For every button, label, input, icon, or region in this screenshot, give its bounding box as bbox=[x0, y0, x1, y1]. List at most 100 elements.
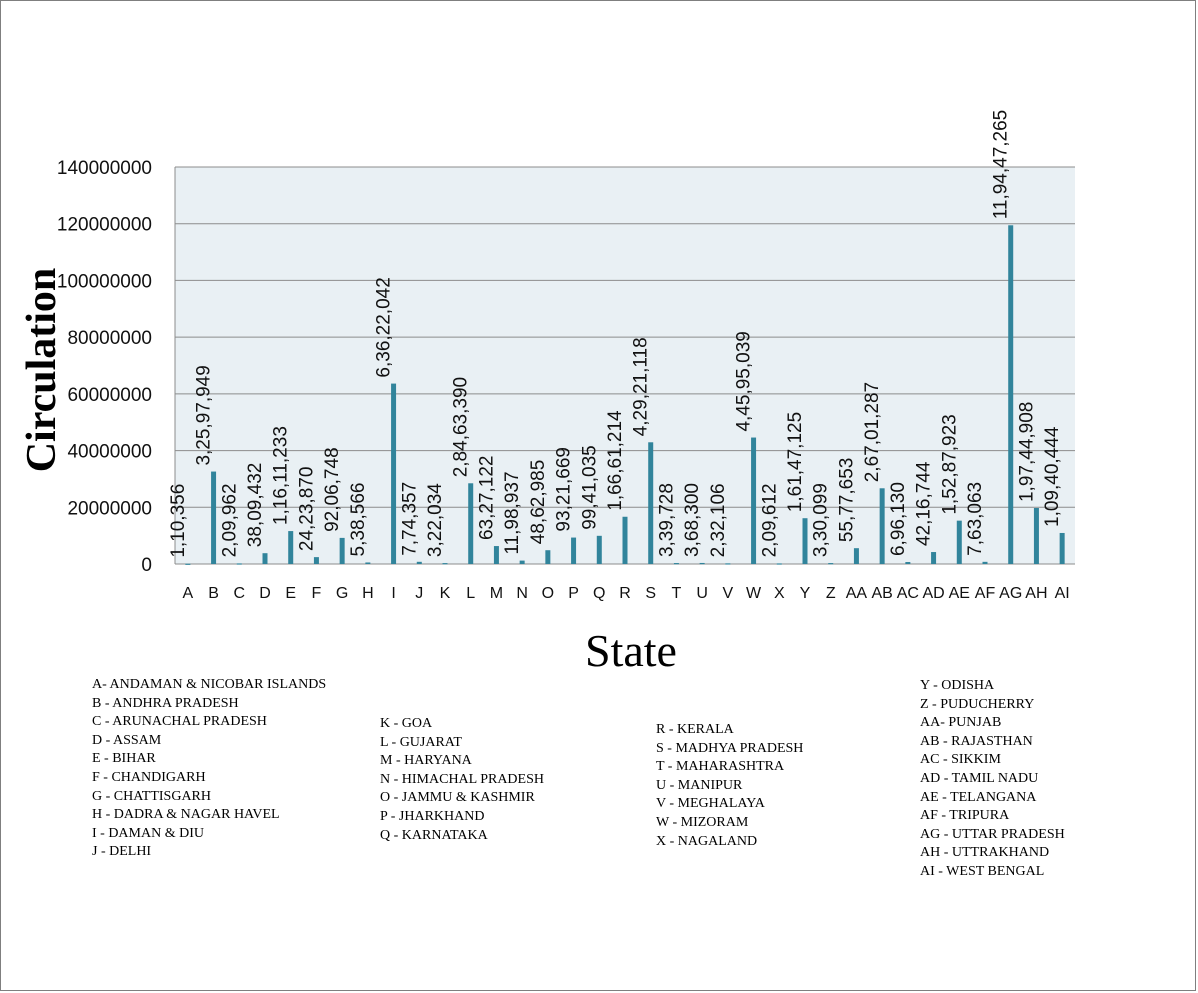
data-label: 7,74,357 bbox=[399, 482, 420, 556]
data-label: 48,62,985 bbox=[528, 460, 549, 545]
legend-entry: AB - RAJASTHAN bbox=[920, 733, 1033, 749]
bars bbox=[185, 225, 1065, 565]
bar-d bbox=[262, 553, 268, 564]
legend-entry: H - DADRA & NAGAR HAVEL bbox=[92, 807, 280, 823]
x-tick-label: AG bbox=[999, 585, 1022, 602]
legend-entry: AH - UTTRAKHAND bbox=[920, 845, 1050, 861]
x-tick-label: AI bbox=[1055, 585, 1070, 602]
bar-y bbox=[802, 518, 808, 564]
bar-x bbox=[776, 563, 782, 565]
y-tick-label: 100000000 bbox=[57, 271, 152, 292]
legend-entry: L - GUJARAT bbox=[380, 734, 462, 750]
data-label: 93,21,669 bbox=[554, 447, 575, 532]
bar-ah bbox=[1033, 508, 1039, 564]
legend-entry: M - HARYANA bbox=[380, 753, 472, 769]
bar-g bbox=[339, 537, 345, 564]
x-tick-label: AD bbox=[922, 585, 944, 602]
data-label: 2,32,106 bbox=[708, 483, 729, 557]
legend-entry: AI - WEST BENGAL bbox=[920, 863, 1045, 879]
legend-entry: N - HIMACHAL PRADESH bbox=[380, 771, 544, 787]
legend-entry: J - DELHI bbox=[92, 844, 152, 860]
gridlines bbox=[174, 166, 1075, 565]
x-tick-label: C bbox=[234, 585, 246, 602]
x-tick-label: AF bbox=[975, 585, 996, 602]
bar-t bbox=[673, 563, 679, 565]
legend-entry: AF - TRIPURA bbox=[920, 808, 1010, 824]
x-tick-label: R bbox=[619, 585, 631, 602]
x-tick-label: F bbox=[312, 585, 322, 602]
y-tick-label: 0 bbox=[141, 555, 152, 576]
data-label: 24,23,870 bbox=[296, 467, 317, 552]
x-tick-label: AC bbox=[897, 585, 919, 602]
x-tick-label: O bbox=[542, 585, 554, 602]
x-tick-label: Q bbox=[593, 585, 605, 602]
x-tick-label: AE bbox=[949, 585, 970, 602]
legend-entry: Y - ODISHA bbox=[920, 678, 995, 693]
legend-entry: X - NAGALAND bbox=[656, 833, 758, 849]
bar-r bbox=[622, 516, 628, 564]
data-label: 2,84,63,390 bbox=[451, 377, 472, 477]
x-tick-label: AA bbox=[846, 585, 868, 602]
legend-column-2: K - GOA L - GUJARAT M - HARYANA N - HIMACHA… bbox=[380, 715, 544, 845]
data-label: 63,27,122 bbox=[476, 456, 497, 541]
legend-entry: Q - KARNATAKA bbox=[380, 827, 488, 843]
bar-p bbox=[571, 537, 577, 564]
x-tick-label: W bbox=[746, 585, 762, 602]
data-label: 7,63,063 bbox=[965, 482, 986, 556]
legend-entry: AG - UTTAR PRADESH bbox=[920, 826, 1065, 842]
legend-entry: R - KERALA bbox=[656, 722, 734, 737]
x-tick-label: Z bbox=[826, 585, 836, 602]
legend-entry: G - CHATTISGARH bbox=[92, 788, 211, 804]
legend-entry: V - MEGHALAYA bbox=[656, 796, 765, 812]
bar-l bbox=[468, 483, 474, 564]
y-tick-label: 60000000 bbox=[67, 385, 152, 406]
x-tick-label: N bbox=[516, 585, 528, 602]
legend-entry: F - CHANDIGARH bbox=[92, 769, 206, 785]
data-label: 1,16,11,233 bbox=[271, 426, 292, 525]
x-tick-label: P bbox=[568, 585, 579, 602]
plot-area bbox=[175, 167, 1075, 564]
data-label: 11,98,937 bbox=[502, 471, 523, 554]
y-tick-labels: 0 20000000 40000000 60000000 80000000 1000000… bbox=[57, 158, 152, 576]
legend-entry: C - ARUNACHAL PRADESH bbox=[92, 714, 267, 730]
legend-entry: E - BIHAR bbox=[92, 751, 156, 767]
data-label: 4,45,95,039 bbox=[734, 331, 755, 431]
x-tick-label: S bbox=[645, 585, 656, 602]
data-label: 11,94,47,265 bbox=[991, 110, 1012, 220]
data-label: 3,22,034 bbox=[425, 483, 446, 557]
category-labels: A B C D E F G H I J K L M N O P Q R S T U V W X Y Z AA AB AC AD AE AF AG… bbox=[183, 585, 1070, 602]
data-label: 3,30,099 bbox=[811, 483, 832, 557]
y-tick-label: 140000000 bbox=[57, 158, 152, 179]
bar-j bbox=[416, 561, 422, 564]
bar-aa bbox=[853, 548, 859, 564]
data-label: 99,41,035 bbox=[579, 445, 600, 530]
legend-entry: B - ANDHRA PRADESH bbox=[92, 695, 239, 711]
x-tick-label: J bbox=[415, 585, 423, 602]
bar-q bbox=[596, 535, 602, 564]
x-tick-label: Y bbox=[800, 585, 811, 602]
legend-entry: U - MANIPUR bbox=[656, 777, 743, 793]
data-label: 2,09,962 bbox=[219, 483, 240, 557]
bar-v bbox=[725, 563, 731, 565]
bar-u bbox=[699, 562, 705, 565]
x-tick-label: T bbox=[672, 585, 682, 602]
bar-ae bbox=[956, 520, 962, 564]
data-label: 38,09,432 bbox=[245, 463, 266, 548]
data-label: 92,06,748 bbox=[322, 447, 343, 532]
data-label: 1,10,356 bbox=[168, 484, 189, 558]
data-label: 55,77,653 bbox=[836, 458, 857, 543]
data-label: 6,96,130 bbox=[888, 482, 909, 556]
legend-entry: T - MAHARASHTRA bbox=[656, 759, 785, 775]
data-label: 5,38,566 bbox=[348, 483, 369, 557]
x-tick-label: I bbox=[391, 585, 395, 602]
legend-entry: O - JAMMU & KASHMIR bbox=[380, 790, 535, 806]
legend-entry: AE - TELANGANA bbox=[920, 789, 1037, 805]
data-label: 2,67,01,287 bbox=[862, 382, 883, 482]
bar-w bbox=[751, 437, 757, 564]
bar-h bbox=[365, 562, 371, 564]
legend-entry: I - DAMAN & DIU bbox=[92, 825, 204, 841]
x-tick-label: K bbox=[440, 585, 451, 602]
legend-column-3: R - KERALA S - MADHYA PRADESH T - MAHARASH… bbox=[656, 721, 803, 851]
bar-f bbox=[313, 557, 319, 564]
